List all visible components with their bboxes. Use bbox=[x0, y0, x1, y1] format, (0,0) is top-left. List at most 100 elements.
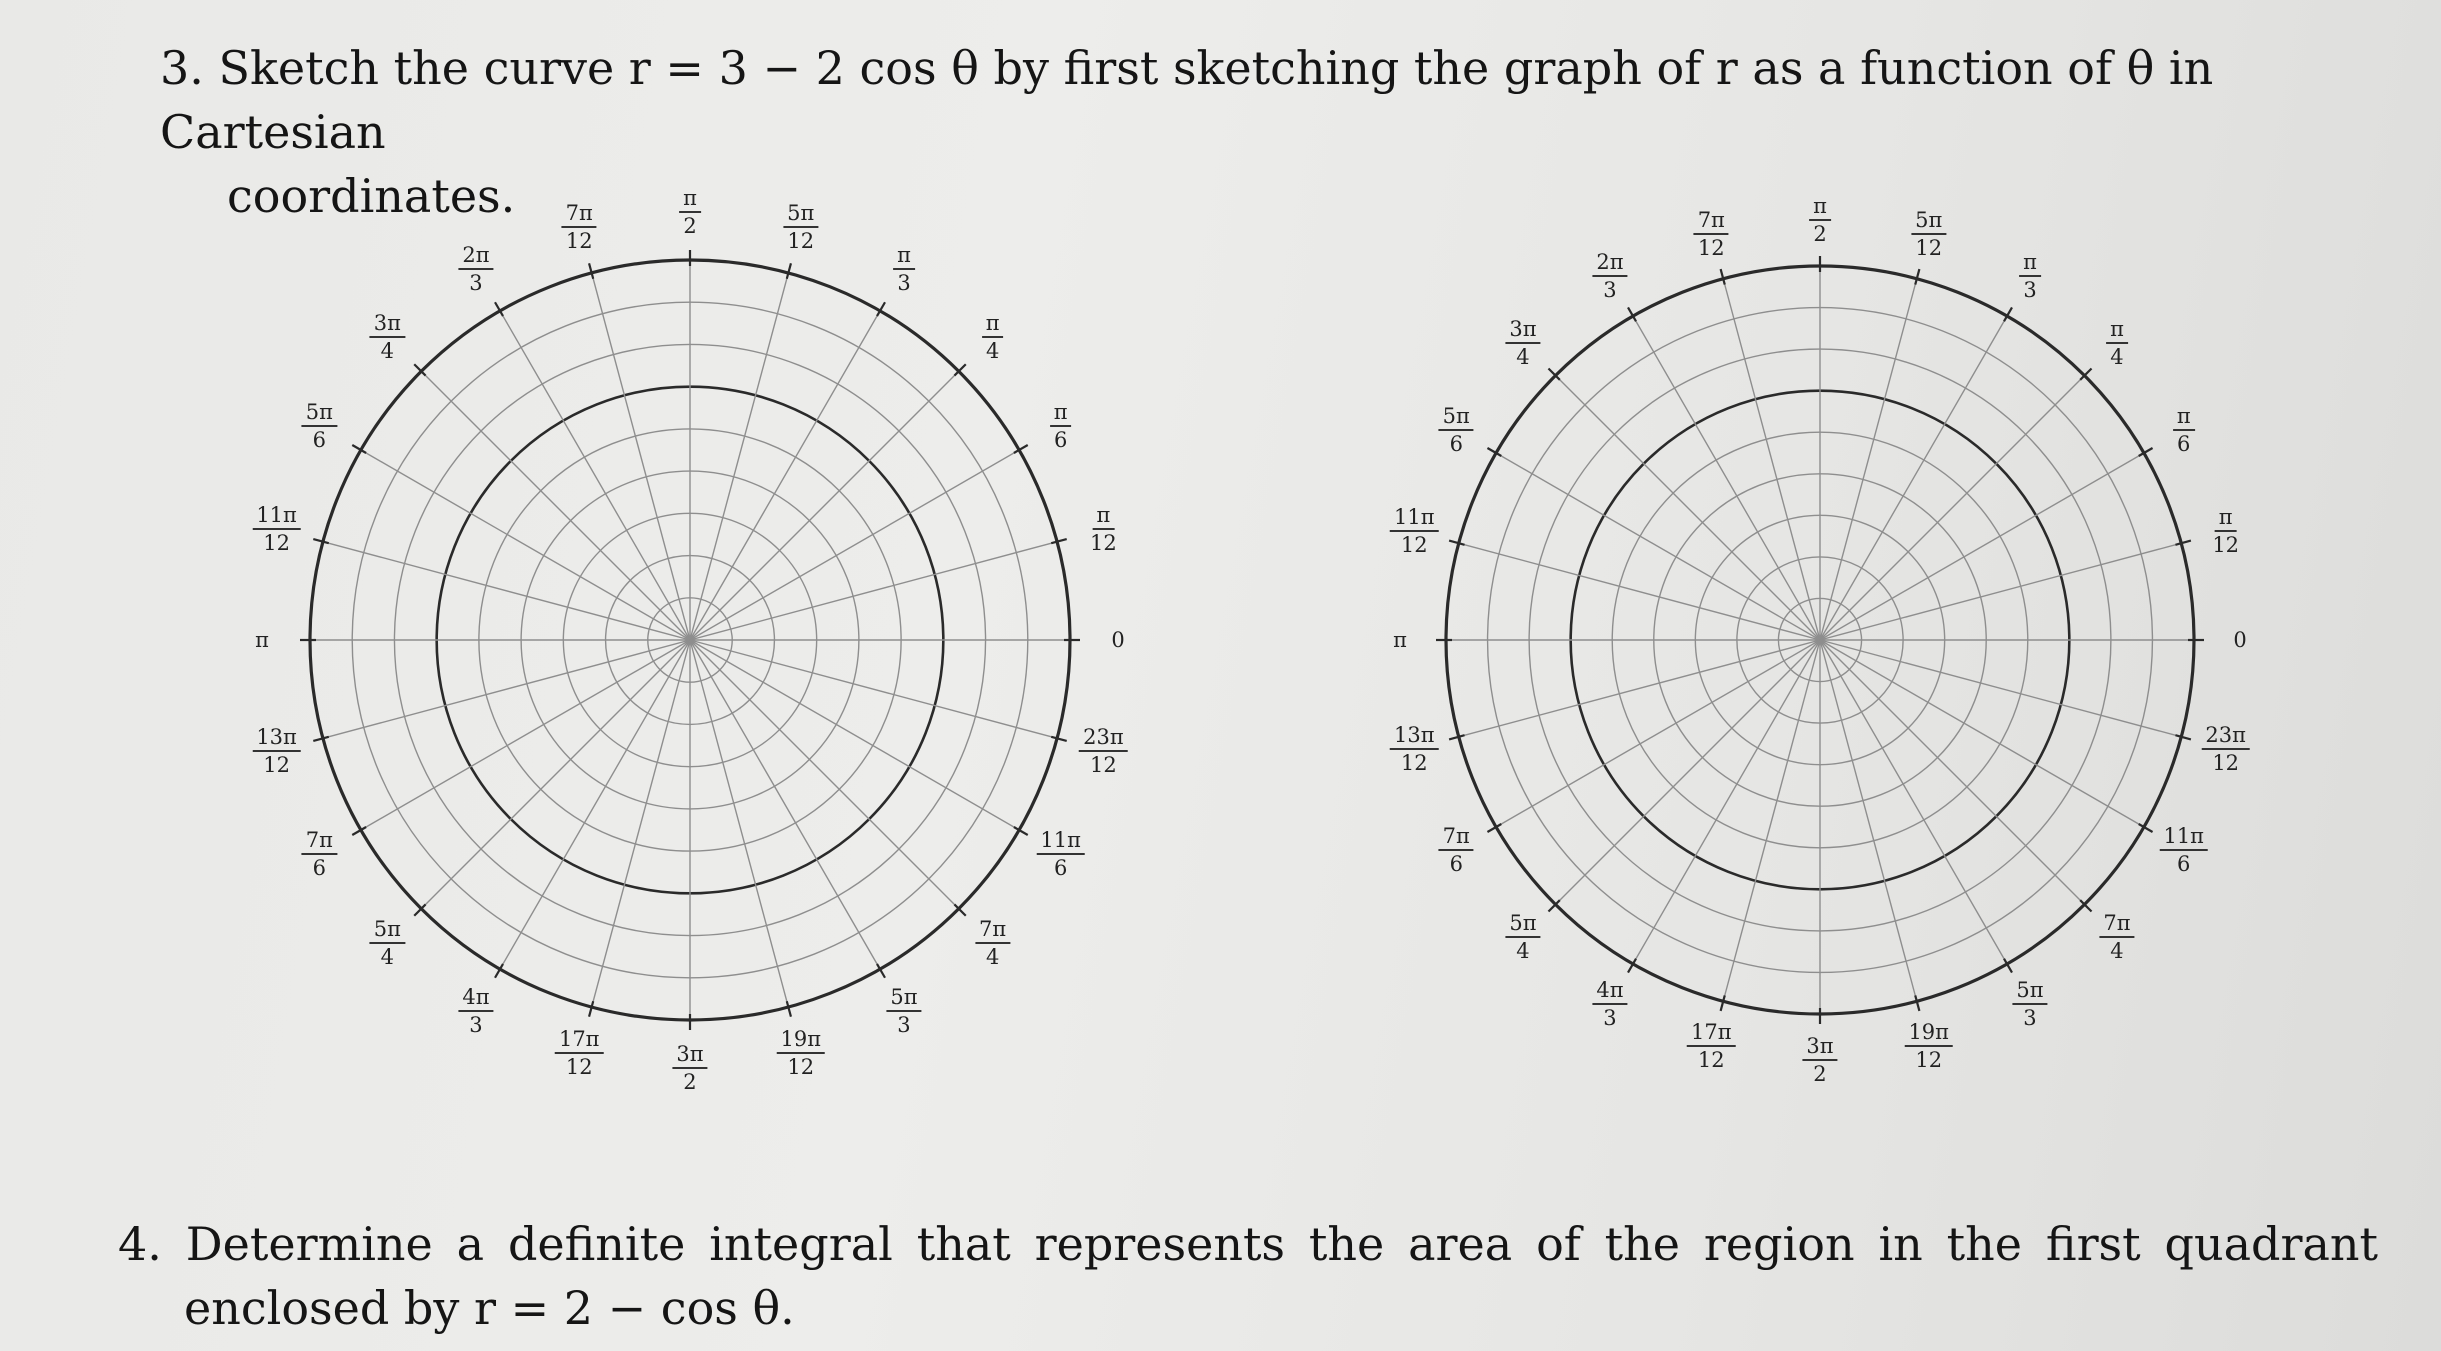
grid-spoke bbox=[360, 449, 691, 641]
angle-label: 7π 6 bbox=[301, 829, 337, 880]
angle-label-numerator: 3π bbox=[369, 312, 405, 339]
polar-grid-left bbox=[300, 250, 1080, 1030]
grid-spoke bbox=[1458, 542, 1821, 641]
angle-label-denominator: 12 bbox=[1697, 236, 1725, 261]
angle-label-numerator: 5π bbox=[1438, 405, 1474, 431]
grid-spoke bbox=[689, 310, 881, 641]
angle-label-numerator: 13π bbox=[1390, 724, 1439, 750]
angle-label-numerator: 19π bbox=[776, 1028, 826, 1055]
angle-label: π 12 bbox=[1090, 504, 1117, 554]
grid-spoke bbox=[1819, 375, 2085, 641]
angle-label-numerator: 5π bbox=[1911, 209, 1947, 236]
angle-label-numerator: 2π bbox=[458, 244, 494, 271]
grid-spoke bbox=[689, 639, 1058, 740]
grid-spoke bbox=[1458, 639, 1821, 738]
grid-spoke bbox=[1555, 639, 1821, 905]
angle-label-denominator: 4 bbox=[1516, 345, 1530, 369]
angle-tick bbox=[1719, 995, 1726, 1012]
angle-label: 4π 3 bbox=[458, 986, 494, 1037]
angle-label-numerator: π bbox=[2214, 506, 2237, 533]
grid-spoke bbox=[689, 370, 960, 641]
grid-spoke bbox=[1555, 375, 1821, 641]
angle-label-numerator: 3π bbox=[1505, 318, 1541, 344]
problem-3-line-1: 3. Sketch the curve r = 3 − 2 cos θ by f… bbox=[160, 36, 2360, 164]
grid-spoke bbox=[420, 639, 691, 910]
angle-label-denominator: 6 bbox=[312, 856, 327, 880]
angle-label-numerator: 23π bbox=[1079, 726, 1128, 752]
angle-label: 5π 3 bbox=[886, 986, 922, 1036]
angle-tick bbox=[1486, 447, 1502, 457]
angle-label-numerator: π bbox=[981, 312, 1004, 339]
angle-label-denominator: 12 bbox=[1090, 531, 1117, 556]
angle-label-denominator: 3 bbox=[1603, 278, 1617, 303]
angle-label-denominator: 3 bbox=[469, 271, 483, 296]
angle-label-numerator: 4π bbox=[458, 986, 494, 1012]
angle-label-denominator: 6 bbox=[1449, 432, 1463, 456]
angle-label: 19π 12 bbox=[1904, 1021, 1953, 1071]
angle-label: 2π 3 bbox=[1592, 251, 1628, 303]
angle-label-denominator: 12 bbox=[263, 531, 290, 556]
problem-4-number: 4. bbox=[118, 1217, 162, 1271]
angle-label-numerator: 17π bbox=[554, 1028, 604, 1055]
problem-3-line-2: coordinates. bbox=[227, 169, 516, 223]
angle-label-denominator: 3 bbox=[2023, 278, 2037, 303]
angle-label-denominator: 3 bbox=[469, 1012, 483, 1037]
angle-label: 5π 6 bbox=[301, 401, 337, 452]
angle-label: 3π 4 bbox=[369, 312, 405, 362]
grid-spoke bbox=[689, 449, 1020, 641]
angle-label: 13π 12 bbox=[1390, 724, 1439, 774]
angle-label-numerator: 5π bbox=[1505, 912, 1541, 938]
angle-label-denominator: 4 bbox=[985, 944, 1000, 969]
polar-grid-right bbox=[1436, 256, 2204, 1024]
angle-label: 7π 12 bbox=[1693, 209, 1729, 261]
angle-tick bbox=[313, 537, 330, 545]
problem-4-text: Determine a definite integral that repre… bbox=[185, 1217, 2378, 1271]
angle-tick bbox=[1547, 367, 1561, 381]
angle-label-denominator: 12 bbox=[1400, 750, 1428, 775]
angle-label-denominator: 2 bbox=[683, 214, 697, 238]
angle-label-numerator: π bbox=[1049, 401, 1072, 427]
angle-label-numerator: 7π bbox=[1693, 209, 1729, 236]
angle-label: 4π 3 bbox=[1592, 979, 1628, 1029]
angle-label-denominator: 6 bbox=[2177, 432, 2191, 456]
angle-label-denominator: 12 bbox=[2212, 750, 2240, 775]
angle-label-denominator: 2 bbox=[1813, 1062, 1827, 1086]
angle-tick bbox=[1627, 306, 1637, 322]
angle-tick bbox=[2003, 306, 2013, 322]
angle-label: 11π 12 bbox=[252, 504, 301, 554]
angle-label-denominator: 6 bbox=[2177, 852, 2191, 876]
angle-label: 5π 4 bbox=[1505, 912, 1541, 963]
angle-label-denominator: 4 bbox=[1516, 938, 1530, 963]
angle-tick bbox=[587, 263, 595, 280]
angle-tick bbox=[1448, 539, 1465, 546]
angle-tick bbox=[313, 735, 330, 743]
angle-label-numerator: π bbox=[2106, 318, 2128, 344]
grid-spoke bbox=[420, 370, 691, 641]
angle-label-denominator: 3 bbox=[897, 271, 911, 296]
angle-label: π 12 bbox=[2212, 506, 2239, 556]
problem-3: 3. Sketch the curve r = 3 − 2 cos θ by f… bbox=[160, 36, 2360, 228]
angle-tick bbox=[2079, 899, 2093, 913]
angle-label-numerator: π bbox=[2019, 251, 2041, 278]
angle-tick bbox=[413, 363, 427, 377]
angle-label-denominator: 12 bbox=[263, 752, 290, 777]
grid-spoke bbox=[689, 639, 881, 970]
angle-label: 3π 4 bbox=[1505, 318, 1541, 369]
angle-label: 19π 12 bbox=[776, 1028, 826, 1080]
angle-label-denominator: 12 bbox=[787, 1055, 815, 1080]
angle-label-denominator: 6 bbox=[312, 428, 327, 452]
angle-tick bbox=[587, 1000, 595, 1017]
angle-label-numerator: 5π bbox=[783, 202, 819, 228]
angle-label-numerator: 7π bbox=[975, 918, 1011, 944]
angle-tick bbox=[1547, 899, 1561, 913]
angle-label: π bbox=[1393, 628, 1407, 652]
angle-label-numerator: 11π bbox=[252, 504, 301, 531]
angle-label: 5π 6 bbox=[1438, 405, 1474, 456]
problem-4-line-2: enclosed by r = 2 − cos θ. bbox=[184, 1281, 795, 1335]
angle-tick bbox=[494, 301, 504, 317]
angle-label: 5π 4 bbox=[369, 918, 405, 968]
grid-spoke bbox=[360, 639, 691, 831]
